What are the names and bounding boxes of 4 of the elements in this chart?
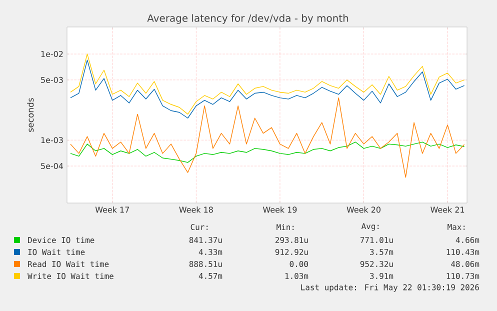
line-series	[70, 142, 465, 163]
line-series	[70, 97, 465, 178]
y-axis-title: seconds	[27, 98, 34, 132]
chart-title: Average latency for /dev/vda - by month	[147, 14, 348, 24]
